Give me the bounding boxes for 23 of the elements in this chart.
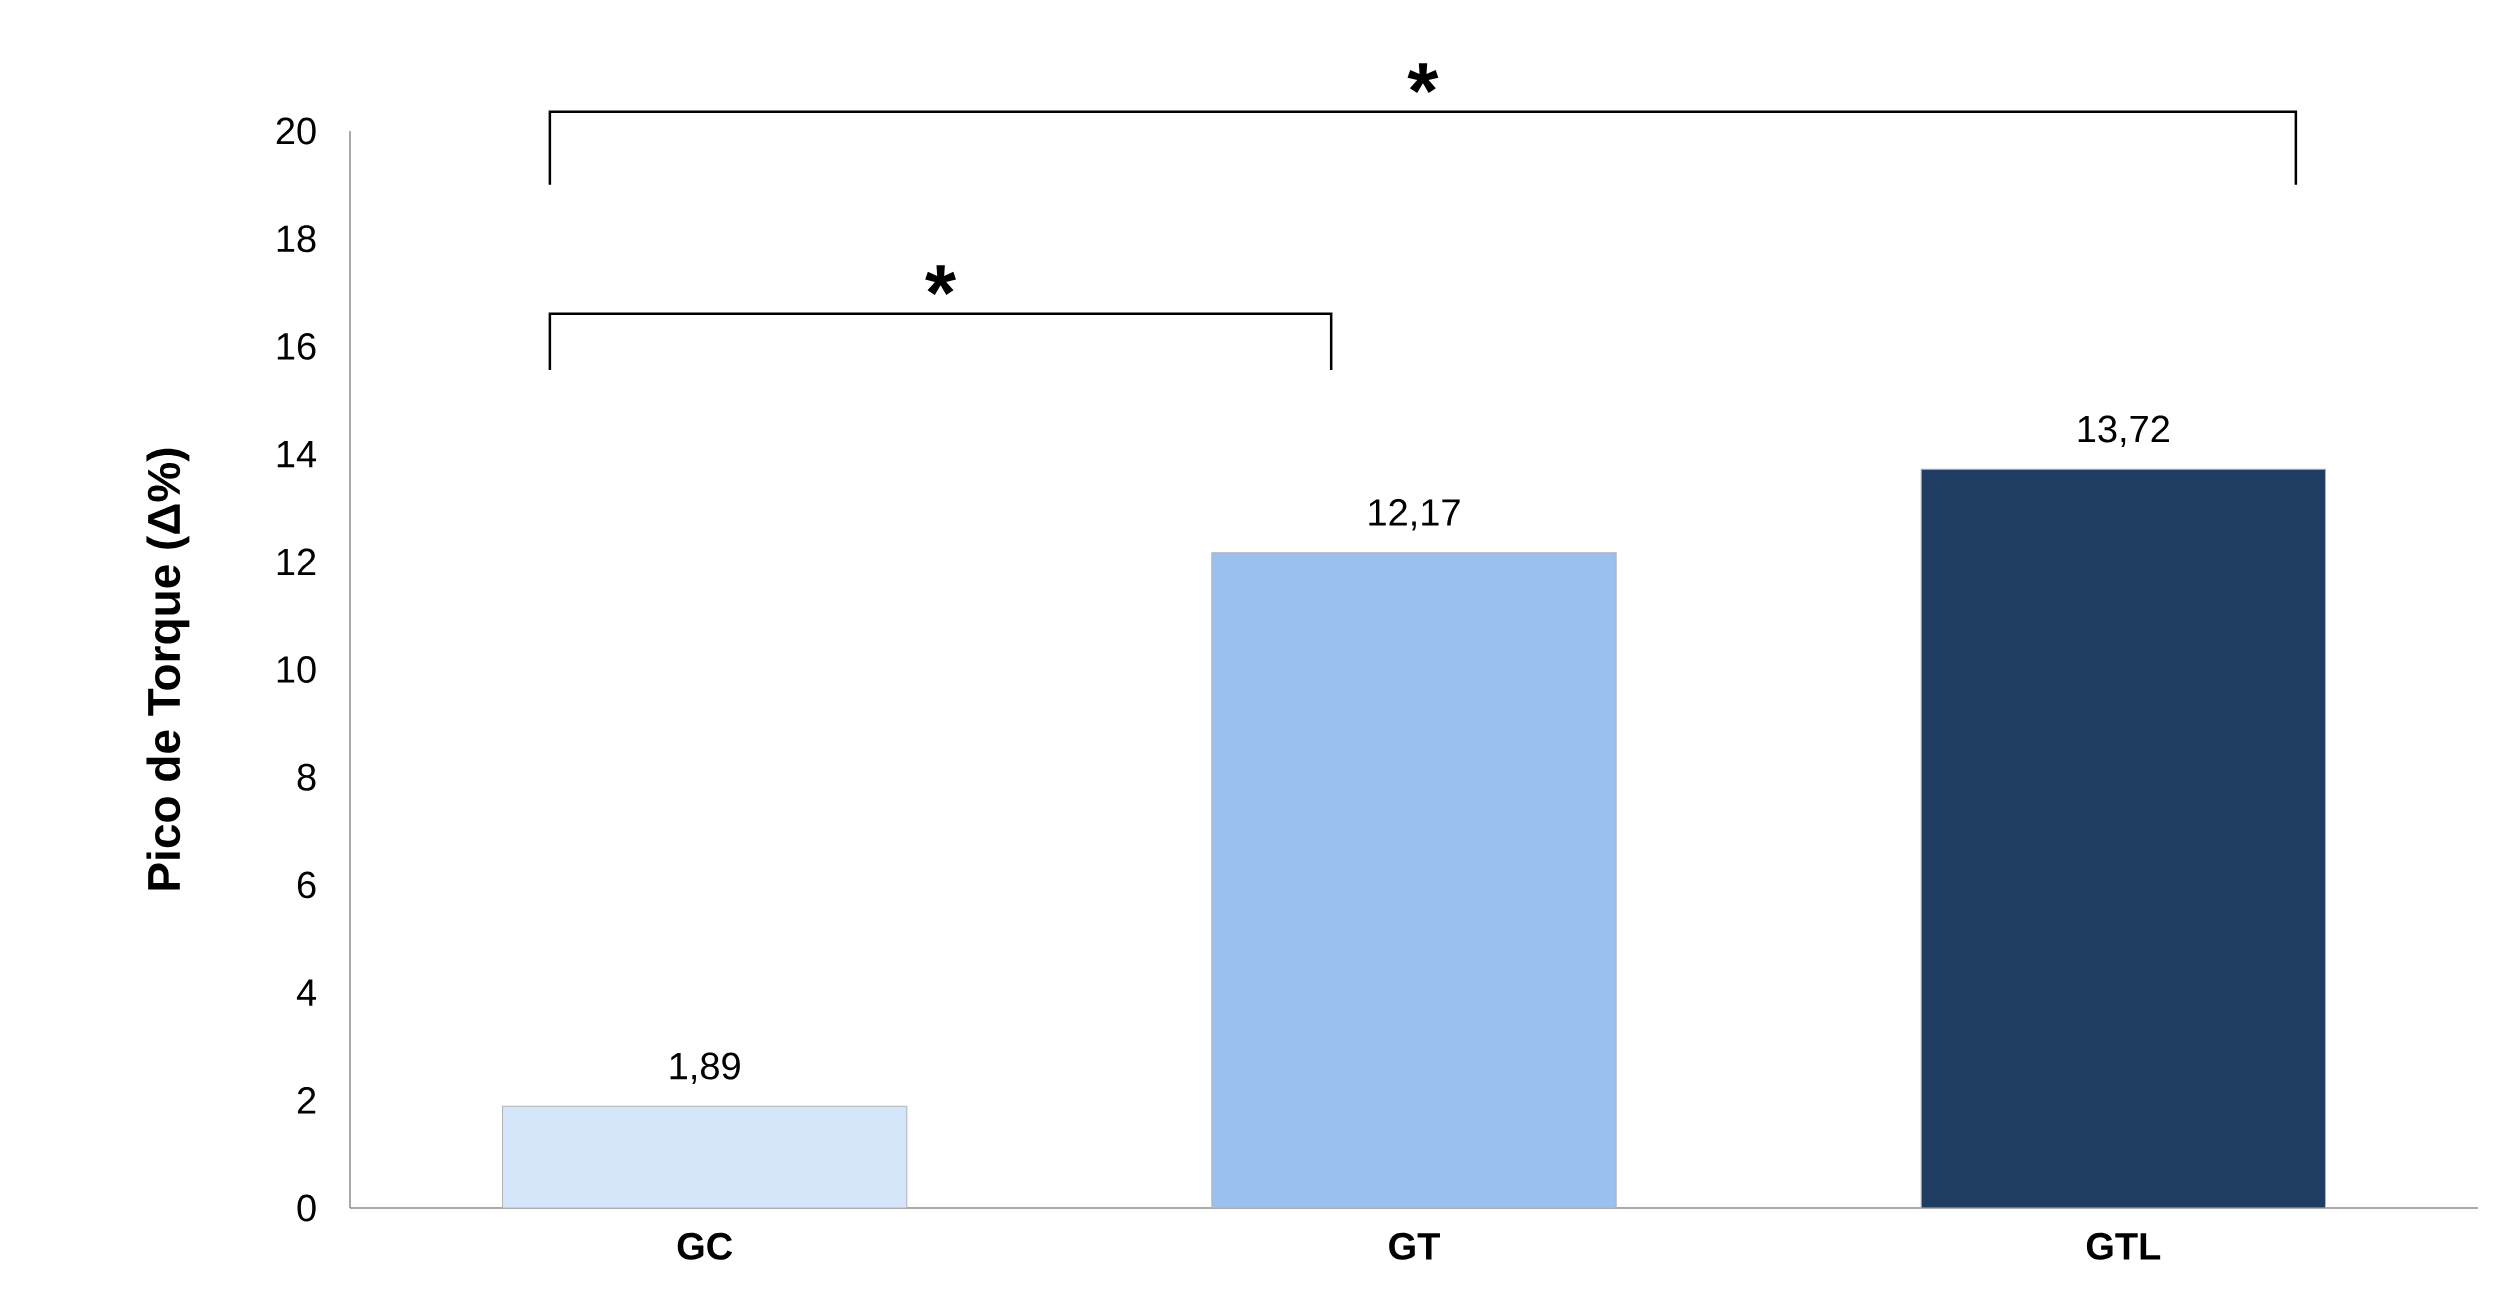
bar: [1211, 552, 1617, 1209]
bar: [502, 1105, 908, 1209]
y-tick-label: 6: [297, 871, 316, 899]
x-tick-label: GC: [677, 1232, 733, 1260]
y-tick-label: 10: [277, 656, 316, 683]
data-label: 1,89: [670, 1052, 740, 1085]
bar: [1920, 468, 2326, 1209]
text: *: [1407, 63, 1439, 94]
y-tick-label: 0: [297, 1194, 316, 1222]
y-axis-title: Pico de Torque (Δ%): [146, 448, 190, 890]
x-tick-label: GTL: [2086, 1232, 2161, 1260]
data-label: 13,72: [2078, 415, 2169, 447]
y-tick-label: 2: [297, 1087, 316, 1114]
annotation: *: [925, 265, 956, 295]
y-tick-label: 14: [277, 441, 317, 468]
data-label: 12,17: [1369, 499, 1460, 531]
y-tick-label: 18: [277, 225, 316, 253]
y-tick-label: 20: [276, 117, 316, 145]
y-tick-label: 8: [297, 763, 316, 791]
y-tick-label: 16: [277, 332, 316, 360]
x-tick-label: GT: [1389, 1232, 1440, 1260]
y-tick-label: 4: [296, 979, 317, 1006]
y-tick-label: 12: [277, 548, 316, 576]
